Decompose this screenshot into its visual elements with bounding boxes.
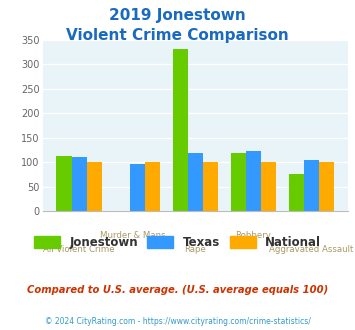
Bar [246, 151, 261, 211]
Text: Robbery: Robbery [235, 231, 271, 240]
Bar [203, 162, 218, 211]
Bar [72, 157, 87, 211]
Legend: Jonestown, Texas, National: Jonestown, Texas, National [28, 230, 327, 255]
Bar [231, 153, 246, 211]
Text: 2019 Jonestown: 2019 Jonestown [109, 8, 246, 23]
Bar [87, 162, 102, 211]
Bar [56, 156, 72, 211]
Text: Violent Crime Comparison: Violent Crime Comparison [66, 28, 289, 43]
Bar [130, 164, 145, 211]
Bar [289, 175, 304, 211]
Text: Murder & Mans...: Murder & Mans... [100, 231, 174, 240]
Bar [145, 162, 160, 211]
Bar [304, 160, 319, 211]
Bar [188, 153, 203, 211]
Bar [261, 162, 276, 211]
Text: Rape: Rape [184, 245, 206, 253]
Text: Compared to U.S. average. (U.S. average equals 100): Compared to U.S. average. (U.S. average … [27, 285, 328, 295]
Bar [173, 50, 188, 211]
Text: © 2024 CityRating.com - https://www.cityrating.com/crime-statistics/: © 2024 CityRating.com - https://www.city… [45, 317, 310, 326]
Text: Aggravated Assault: Aggravated Assault [269, 245, 354, 253]
Bar [319, 162, 334, 211]
Text: All Violent Crime: All Violent Crime [43, 245, 115, 253]
